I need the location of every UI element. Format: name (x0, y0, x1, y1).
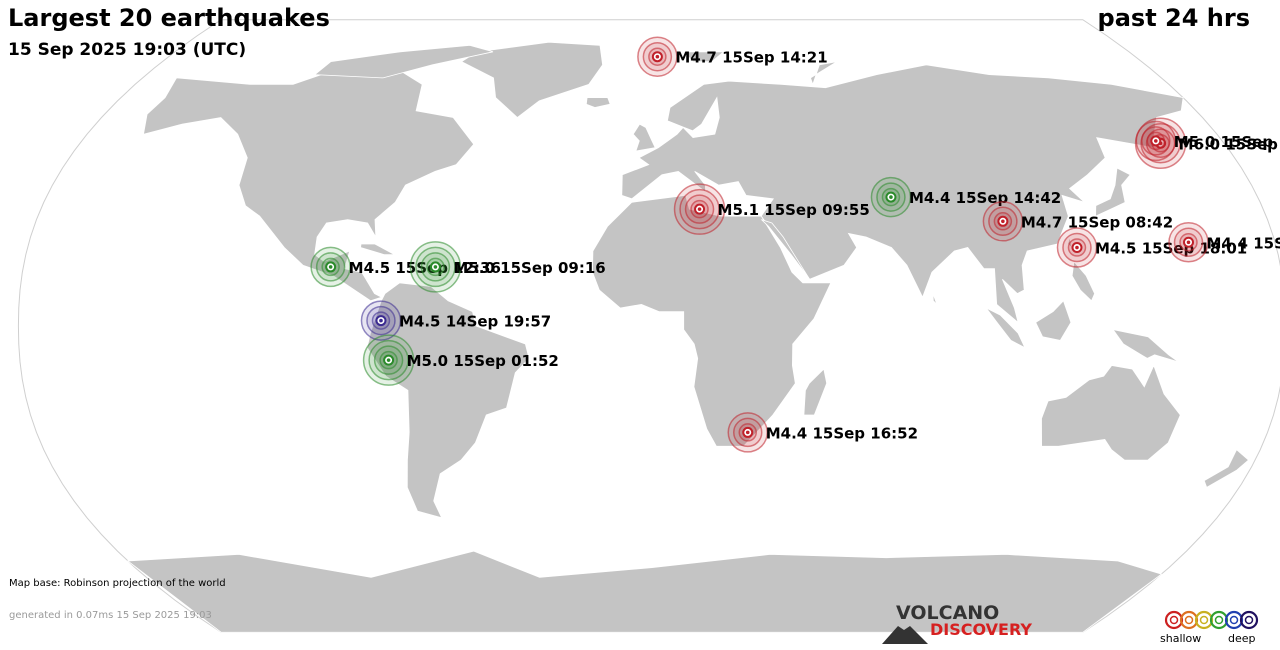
earthquake-marker[interactable]: M4.7 15Sep 14:21 (637, 36, 828, 77)
land-svalbard (682, 51, 725, 62)
land-philippines (1071, 260, 1096, 302)
depth-legend-rings (1164, 610, 1259, 630)
logo-text-volcano: VOLCANO (896, 602, 1000, 624)
legend-ring-core (1214, 615, 1224, 625)
land-masses (126, 41, 1250, 633)
land-arabia-link (761, 219, 811, 280)
earthquake-marker[interactable]: M4.4 15Sep 14:42 (870, 176, 1061, 218)
earthquake-label: M5.0 15Sep 17:15 (1174, 133, 1280, 151)
marker-center (433, 265, 438, 269)
land-australia (1041, 364, 1181, 461)
earthquake-label: M4.4 15Sep 14:42 (909, 189, 1061, 207)
earthquake-marker[interactable]: M5.1 15Sep 09:55 (673, 183, 870, 235)
land-antarctica (126, 550, 1163, 633)
marker-center (1154, 139, 1158, 143)
legend-ring (1239, 610, 1259, 630)
logo-text-discovery: DISCOVERY (930, 620, 1033, 639)
land-south-america (366, 282, 530, 519)
earthquake-label: M5.1 15Sep 09:55 (718, 201, 870, 219)
marker-center (379, 318, 383, 323)
marker-center (1075, 245, 1079, 250)
earthquake-marker[interactable]: M4.4 15Sep 15:32 (1168, 222, 1280, 263)
land-novaya-zemlya (810, 61, 838, 86)
marker-center (1186, 240, 1191, 245)
marker-center (386, 358, 391, 362)
land-iceland (585, 97, 611, 108)
volcano-discovery-logo[interactable]: VOLCANO DISCOVERY (880, 602, 1040, 644)
earthquake-label: M4.4 15Sep 15:32 (1207, 234, 1280, 252)
time-period: past 24 hrs (1097, 4, 1250, 32)
land-cuba (360, 243, 395, 256)
depth-legend: shallow deep (1160, 608, 1270, 648)
earthquake-marker[interactable]: M5.0 15Sep 17:15 (1135, 120, 1280, 162)
marker-center (1001, 219, 1005, 224)
earthquake-marker[interactable]: M5.0 15Sep 01:52 (362, 334, 559, 386)
earthquake-label: M5.0 15Sep 09:16 (453, 259, 605, 277)
map-base-note: Map base: Robinson projection of the wor… (9, 578, 226, 589)
marker-center (328, 265, 333, 269)
earthquake-label: M4.5 14Sep 19:57 (399, 313, 551, 331)
land-greenland (460, 41, 604, 119)
earthquake-marker[interactable]: M4.5 15Sep 18:01 (1056, 227, 1247, 268)
earthquake-marker[interactable]: M5.0 15Sep 09:16 (409, 241, 606, 293)
earthquake-label: M4.5 15Sep 18:01 (1095, 240, 1247, 258)
land-new-zealand (1203, 449, 1250, 488)
earthquake-label: M4.7 15Sep 14:21 (675, 49, 827, 67)
land-japan (1095, 167, 1131, 217)
map-title: Largest 20 earthquakes (8, 4, 330, 32)
legend-ring-core (1229, 615, 1239, 625)
generated-note: generated in 0.07ms 15 Sep 2025 19:03 (9, 610, 212, 621)
land-uk (632, 123, 656, 152)
land-sumatra (985, 307, 1026, 349)
earthquake-label: M4.7 15Sep 08:42 (1021, 213, 1173, 231)
volcano-icon (882, 626, 928, 644)
land-africa (592, 194, 832, 447)
land-borneo (1035, 300, 1072, 341)
legend-ring-core (1184, 615, 1194, 625)
marker-center (889, 195, 893, 199)
earthquake-marker[interactable]: M4.5 14Sep 19:57 (360, 300, 551, 341)
land-madagascar (803, 368, 828, 416)
map-timestamp: 15 Sep 2025 19:03 (UTC) (8, 40, 247, 60)
marker-center (745, 430, 750, 435)
legend-ring-core (1244, 615, 1254, 625)
marker-center (655, 54, 660, 59)
earthquake-label: M4.5 15Sep 12:36 (349, 259, 501, 277)
earthquake-label: M5.0 15Sep 01:52 (407, 352, 559, 370)
earthquake-label: M4.4 15Sep 16:52 (766, 424, 918, 442)
marker-center (697, 207, 702, 211)
earthquake-marker[interactable]: M4.4 15Sep 16:52 (727, 412, 918, 453)
earthquake-marker[interactable]: M4.5 15Sep 12:36 (310, 246, 501, 288)
legend-deep-label: deep (1228, 632, 1256, 645)
legend-ring-core (1199, 615, 1209, 625)
earthquake-marker[interactable]: M4.7 15Sep 08:42 (982, 201, 1173, 242)
land-canada-islands (313, 44, 494, 79)
land-new-guinea (1112, 329, 1179, 363)
legend-shallow-label: shallow (1160, 632, 1202, 645)
land-sri-lanka (932, 293, 938, 305)
legend-ring-core (1169, 615, 1179, 625)
earthquake-label: M6.0 15Sep 16:34 (1179, 135, 1280, 153)
